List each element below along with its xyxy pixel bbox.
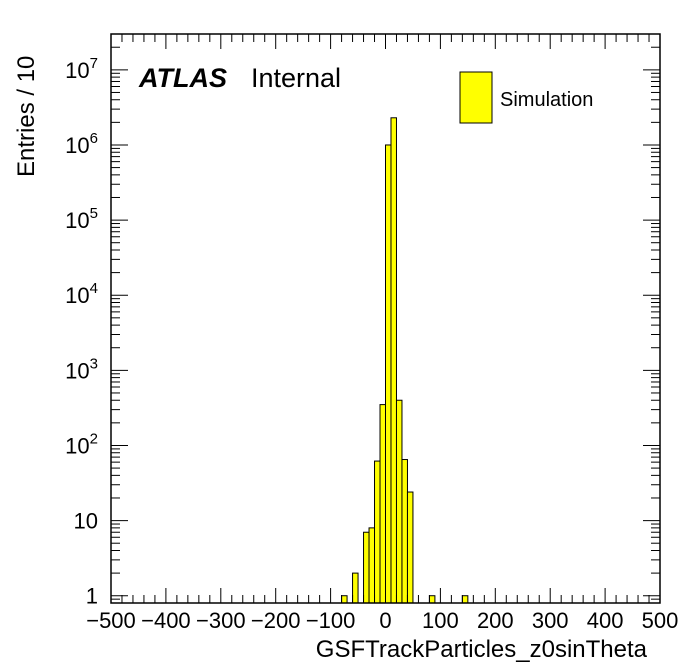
x-tick-label: −200 (251, 608, 301, 633)
x-tick-label: 300 (532, 608, 569, 633)
legend-swatch (459, 71, 493, 124)
histogram-bar (395, 399, 403, 604)
y-tick-label: 107 (65, 55, 98, 83)
histogram-bar (352, 572, 359, 604)
histogram-bar (461, 595, 469, 604)
x-tick-label: −400 (141, 608, 191, 633)
x-axis-label: GSFTrackParticles_z0sinTheta (316, 636, 648, 663)
y-tick-label: 104 (65, 280, 98, 308)
x-tick-label: −100 (306, 608, 356, 633)
histogram-bar (428, 595, 436, 604)
x-tick-label: 400 (587, 608, 624, 633)
y-tick-label: 103 (65, 355, 98, 383)
y-tick-label: 102 (65, 430, 98, 458)
y-axis-ticks: 1 10 102 103 104 105 106 107 (65, 33, 660, 609)
histogram-bar (368, 527, 376, 604)
histogram-bar (406, 491, 414, 604)
y-tick-label: 10 (74, 509, 98, 534)
histogram-bar (401, 459, 408, 604)
x-tick-label: 100 (422, 608, 459, 633)
histogram-bars (341, 117, 469, 604)
x-tick-label: 0 (379, 608, 391, 633)
x-tick-label: 200 (477, 608, 514, 633)
histogram-bar (390, 117, 397, 604)
y-tick-label: 105 (65, 205, 98, 233)
histogram-bar (341, 595, 348, 604)
histogram-bar (379, 404, 387, 604)
x-axis-ticks: −500 −400 −300 −200 −100 0 100 200 300 400 500 (86, 34, 678, 633)
histogram-bar (374, 460, 381, 604)
y-axis-label: Entries / 10 (13, 56, 40, 177)
x-tick-label: 500 (642, 608, 679, 633)
histogram-bar (363, 531, 370, 604)
legend-label: Simulation (500, 89, 593, 111)
y-tick-label: 1 (86, 584, 98, 609)
y-tick-label: 106 (65, 130, 98, 158)
atlas-status-text: Internal (251, 63, 341, 93)
x-tick-label: −500 (86, 608, 136, 633)
atlas-logo-text: ATLAS (138, 63, 227, 93)
histogram-bar (385, 144, 392, 604)
x-tick-label: −300 (196, 608, 246, 633)
